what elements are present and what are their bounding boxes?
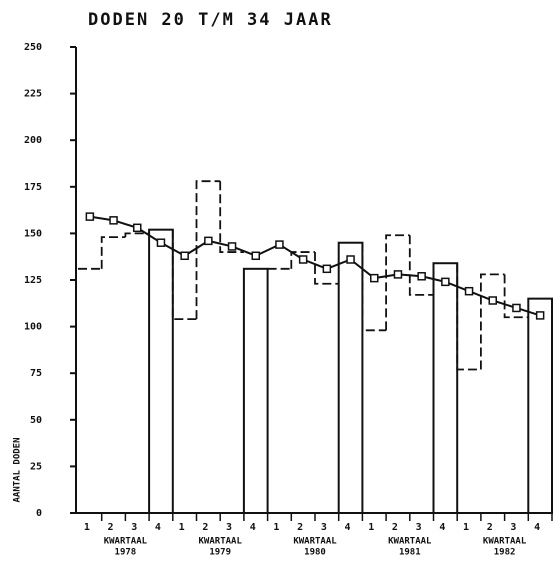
trend-marker bbox=[180, 251, 189, 261]
x-tick-label: 4 bbox=[534, 522, 540, 533]
y-tick-label: 0 bbox=[36, 508, 42, 519]
x-tick-label: 3 bbox=[131, 522, 137, 533]
x-tick-label: 4 bbox=[439, 522, 445, 533]
group-year: 1979 bbox=[209, 548, 231, 558]
bar bbox=[337, 241, 364, 514]
x-tick-label: 1 bbox=[273, 522, 279, 533]
x-tick-label: 1 bbox=[463, 522, 469, 533]
group-label: KWARTAAL bbox=[388, 537, 432, 547]
trend-marker bbox=[156, 238, 166, 247]
y-tick-label: 150 bbox=[24, 228, 42, 239]
y-tick-label: 25 bbox=[30, 461, 42, 472]
y-tick-label: 125 bbox=[24, 275, 42, 286]
x-tick-label: 3 bbox=[416, 522, 422, 533]
step-segment bbox=[361, 242, 387, 332]
x-tick-label: 2 bbox=[108, 522, 114, 533]
y-tick-label: 200 bbox=[24, 135, 42, 146]
trend-marker bbox=[204, 236, 213, 246]
group-label: KWARTAAL bbox=[104, 537, 148, 547]
x-tick-label: 3 bbox=[226, 522, 232, 533]
x-tick-label: 4 bbox=[155, 522, 161, 533]
y-tick-label: 50 bbox=[30, 415, 42, 426]
x-tick-label: 1 bbox=[84, 522, 90, 533]
trend-marker bbox=[298, 255, 308, 264]
group-label: KWARTAAL bbox=[199, 537, 243, 547]
y-tick-label: 75 bbox=[30, 368, 42, 379]
group-year: 1980 bbox=[304, 548, 326, 558]
step-segment bbox=[314, 252, 339, 285]
trend-marker bbox=[370, 273, 379, 283]
trend-marker bbox=[417, 272, 426, 281]
trend-marker bbox=[393, 270, 403, 279]
trend-marker bbox=[488, 296, 497, 305]
x-tick-label: 3 bbox=[510, 522, 516, 533]
group-label: KWARTAAL bbox=[293, 537, 337, 547]
group-year: 1978 bbox=[115, 548, 137, 558]
group-label: KWARTAAL bbox=[483, 537, 527, 547]
step-segment bbox=[195, 180, 221, 320]
y-tick-label: 250 bbox=[24, 42, 42, 53]
x-tick-label: 3 bbox=[321, 522, 327, 533]
trend-marker bbox=[133, 223, 142, 233]
trend-marker bbox=[109, 216, 118, 225]
group-year: 1981 bbox=[399, 548, 421, 558]
step-segment bbox=[124, 232, 150, 238]
trend-marker bbox=[227, 242, 237, 251]
x-tick-label: 1 bbox=[368, 522, 374, 533]
trend-marker bbox=[85, 212, 95, 221]
trend-marker bbox=[441, 277, 450, 287]
trend-marker bbox=[251, 251, 260, 261]
chart-title: DODEN 20 T/M 34 JAAR bbox=[88, 10, 333, 30]
bar bbox=[242, 267, 269, 515]
y-tick-label: 100 bbox=[24, 322, 42, 333]
trend-marker bbox=[512, 303, 521, 313]
x-tick-label: 2 bbox=[297, 522, 303, 533]
y-axis-title: AANTAL DODEN bbox=[13, 437, 23, 502]
bar bbox=[527, 297, 553, 515]
x-tick-label: 2 bbox=[392, 522, 398, 533]
x-tick-label: 2 bbox=[202, 522, 208, 533]
trend-marker bbox=[322, 264, 332, 274]
y-tick-label: 175 bbox=[24, 182, 42, 193]
step-segment bbox=[456, 263, 481, 371]
y-tick-label: 225 bbox=[24, 89, 42, 100]
step-segment bbox=[100, 236, 126, 269]
bar bbox=[148, 228, 174, 514]
step-segment bbox=[171, 229, 197, 321]
step-segment bbox=[385, 234, 410, 331]
trend-marker bbox=[346, 255, 355, 264]
step-segment bbox=[503, 274, 529, 319]
trend-marker bbox=[535, 311, 545, 320]
group-year: 1982 bbox=[494, 548, 516, 558]
x-tick-label: 4 bbox=[345, 522, 351, 533]
step-segment bbox=[480, 273, 505, 370]
trend-marker bbox=[464, 286, 474, 296]
trend-marker bbox=[275, 240, 284, 249]
x-tick-label: 2 bbox=[487, 522, 493, 533]
x-tick-label: 4 bbox=[250, 522, 256, 533]
bar bbox=[432, 262, 459, 514]
x-tick-label: 1 bbox=[179, 522, 185, 533]
step-segment bbox=[408, 235, 434, 296]
step-segment bbox=[219, 181, 244, 253]
